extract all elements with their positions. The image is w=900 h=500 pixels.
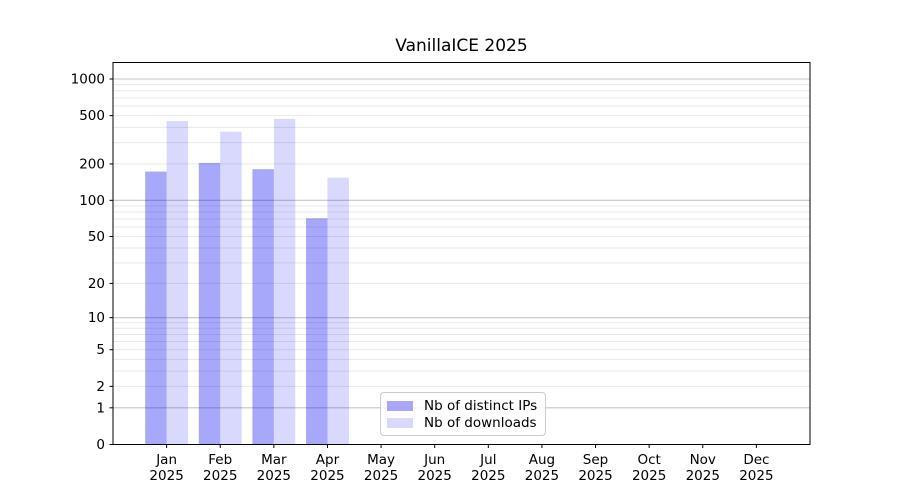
x-tick-label-month: Dec <box>743 452 769 468</box>
y-tick-label: 2 <box>96 379 105 395</box>
y-tick-label: 10 <box>88 310 105 326</box>
x-tick-label-month: Aug <box>529 452 555 468</box>
chart-title: VanillaICE 2025 <box>395 36 528 56</box>
bar-downloads-jan <box>166 120 189 445</box>
downloads-swatch <box>387 418 413 428</box>
x-tick-label-year: 2025 <box>471 468 505 484</box>
bar-downloads-apr <box>327 177 349 445</box>
downloads-label: Nb of downloads <box>424 415 537 431</box>
plot-border <box>112 62 811 445</box>
x-tick-label-year: 2025 <box>257 468 291 484</box>
x-tick-label-month: Sep <box>583 452 608 468</box>
x-tick-label-year: 2025 <box>203 468 237 484</box>
x-tick-label-year: 2025 <box>686 468 720 484</box>
distinct-ips-swatch <box>387 401 413 411</box>
x-tick-label-year: 2025 <box>632 468 666 484</box>
x-tick-label-month: Mar <box>261 452 287 468</box>
x-tick-label-year: 2025 <box>525 468 559 484</box>
distinct-ips-label: Nb of distinct IPs <box>424 398 538 414</box>
bar-downloads-feb <box>220 131 242 445</box>
x-tick-label-year: 2025 <box>364 468 398 484</box>
y-tick-label: 1000 <box>71 72 105 88</box>
x-tick-label-month: Apr <box>316 452 340 468</box>
x-tick-label-month: Oct <box>637 452 660 468</box>
bar-distinct-ips-apr <box>306 218 328 445</box>
bar-distinct-ips-feb <box>198 162 221 445</box>
x-tick-label-year: 2025 <box>578 468 612 484</box>
y-tick-label: 0 <box>96 437 105 453</box>
legend-item-downloads: Nb of downloads <box>387 415 539 431</box>
x-tick-label-month: Nov <box>690 452 716 468</box>
x-tick-label-month: May <box>367 452 395 468</box>
bar-downloads-mar <box>273 118 296 445</box>
legend: Nb of distinct IPs Nb of downloads <box>380 392 546 436</box>
x-tick-label-month: Feb <box>208 452 232 468</box>
x-tick-label-month: Jan <box>155 452 177 468</box>
y-tick-label: 5 <box>96 342 105 358</box>
y-tick-label: 20 <box>88 276 105 292</box>
y-tick-label: 50 <box>88 229 105 245</box>
x-tick-label-month: Jun <box>423 452 445 468</box>
x-tick-label-year: 2025 <box>418 468 452 484</box>
bar-distinct-ips-jan <box>145 171 167 445</box>
y-tick-label: 100 <box>79 193 105 209</box>
x-tick-label-year: 2025 <box>149 468 183 484</box>
x-tick-label-year: 2025 <box>739 468 773 484</box>
y-tick-label: 1 <box>96 400 105 416</box>
legend-item-distinct-ips: Nb of distinct IPs <box>387 398 539 414</box>
bar-distinct-ips-mar <box>252 169 274 445</box>
y-tick-label: 200 <box>79 156 105 172</box>
x-tick-label-year: 2025 <box>310 468 344 484</box>
y-tick-label: 500 <box>79 108 105 124</box>
x-tick-label-month: Jul <box>479 452 496 468</box>
